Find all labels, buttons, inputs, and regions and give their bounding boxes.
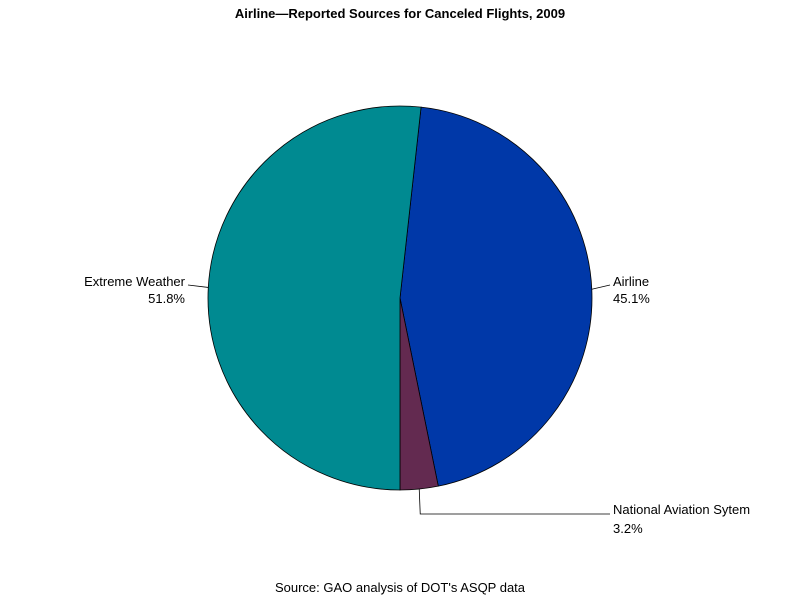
label-weather-name: Extreme Weather [84, 274, 186, 289]
leader-line-airline [591, 284, 611, 290]
label-weather-value: 51.8% [148, 291, 185, 306]
label-airline-name: Airline [613, 274, 649, 289]
chart-source: Source: GAO analysis of DOT's ASQP data [274, 580, 526, 595]
label-nas-value: 3.2% [613, 521, 643, 536]
pie-slice-extreme-weather [207, 105, 422, 491]
label-nas-name: National Aviation Sytem [613, 502, 750, 517]
leader-lines [187, 284, 611, 515]
pie-slice-airline [399, 106, 593, 487]
leader-line-weather [187, 284, 209, 288]
label-airline-value: 45.1% [613, 291, 650, 306]
chart-title: Airline—Reported Sources for Canceled Fl… [234, 6, 566, 21]
pie-slices [207, 105, 593, 491]
leader-line-nas [418, 489, 610, 515]
